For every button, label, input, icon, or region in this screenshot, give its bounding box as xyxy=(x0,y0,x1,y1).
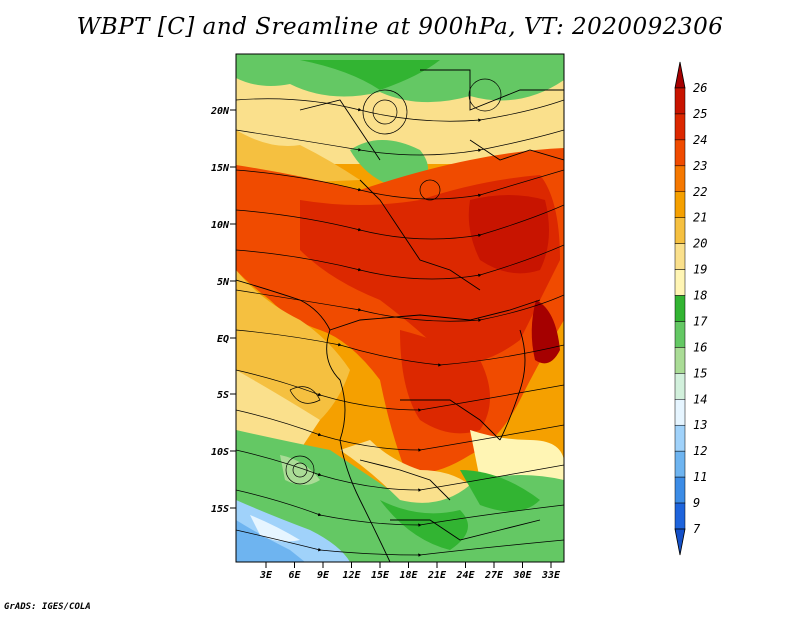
colorbar-segment xyxy=(674,399,686,426)
lon-label: 30E xyxy=(512,570,532,581)
colorbar-label: 18 xyxy=(693,289,707,303)
chart-title: WBPT [C] and Sreamline at 900hPa, VT: 20… xyxy=(76,14,724,40)
longitude-axis: 3E 6E 9E 12E 15E 18E 21E 24E 27E 30E 33E xyxy=(259,562,561,581)
lat-label: EQ xyxy=(217,334,229,345)
lat-label: 10N xyxy=(211,220,230,231)
map-frame xyxy=(235,53,565,563)
colorbar-segment xyxy=(674,321,686,348)
lon-label: 3E xyxy=(259,570,273,581)
colorbar-label: 14 xyxy=(693,392,707,406)
colorbar-segment xyxy=(674,269,686,296)
colorbar-bottom-arrow xyxy=(674,528,686,556)
colorbar-label: 26 xyxy=(693,81,707,95)
lon-label: 18E xyxy=(399,570,418,581)
colorbar-label: 25 xyxy=(693,107,707,121)
colorbar: 26 25 24 23 22 21 20 19 18 17 16 15 14 13 12 11 9 7 xyxy=(674,61,708,556)
colorbar-segment xyxy=(674,113,686,141)
lon-label: 24E xyxy=(455,570,475,581)
colorbar-label: 13 xyxy=(693,418,707,432)
colorbar-label: 16 xyxy=(693,340,707,354)
colorbar-segment xyxy=(674,424,686,452)
colorbar-segment xyxy=(674,450,686,478)
colorbar-segment xyxy=(674,502,686,530)
colorbar-segment xyxy=(674,139,686,167)
colorbar-label: 17 xyxy=(693,314,708,328)
lon-label: 9E xyxy=(317,570,330,581)
lon-label: 33E xyxy=(541,570,561,581)
colorbar-segment xyxy=(674,191,686,218)
colorbar-label: 9 xyxy=(693,496,700,510)
lon-label: 27E xyxy=(484,570,504,581)
colorbar-top-arrow xyxy=(674,61,686,89)
colorbar-label: 22 xyxy=(693,185,707,199)
colorbar-segment xyxy=(674,243,686,270)
colorbar-segment xyxy=(674,217,686,244)
lon-label: 15E xyxy=(371,570,390,581)
colorbar-label: 24 xyxy=(693,133,707,147)
colorbar-segment xyxy=(674,347,686,374)
lon-label: 12E xyxy=(342,570,361,581)
colorbar-label: 23 xyxy=(693,159,707,173)
colorbar-label: 19 xyxy=(693,263,707,277)
colorbar-label: 21 xyxy=(693,211,707,225)
colorbar-label: 7 xyxy=(693,522,701,536)
lat-label: 15S xyxy=(211,504,229,515)
colorbar-segment xyxy=(674,165,686,193)
colorbar-label: 20 xyxy=(693,237,707,251)
grads-credit: GrADS: IGES/COLA xyxy=(4,602,91,612)
streamlines xyxy=(236,78,564,557)
colorbar-label: 12 xyxy=(693,444,707,458)
colorbar-segment xyxy=(674,373,686,400)
lat-label: 10S xyxy=(211,447,229,458)
colorbar-label: 15 xyxy=(693,366,707,380)
lat-label: 5S xyxy=(217,390,229,401)
colorbar-segment xyxy=(674,87,686,115)
colorbar-segment xyxy=(674,476,686,504)
lat-label: 20N xyxy=(210,106,230,117)
colorbar-label: 11 xyxy=(693,470,707,484)
country-borders xyxy=(236,69,564,562)
colorbar-segment xyxy=(674,295,686,322)
latitude-axis: 20N 15N 10N 5N EQ 5S 10S 15S xyxy=(210,106,236,515)
lat-label: 5N xyxy=(217,277,230,288)
lon-label: 6E xyxy=(288,570,301,581)
lon-label: 21E xyxy=(427,570,447,581)
lat-label: 15N xyxy=(211,163,230,174)
